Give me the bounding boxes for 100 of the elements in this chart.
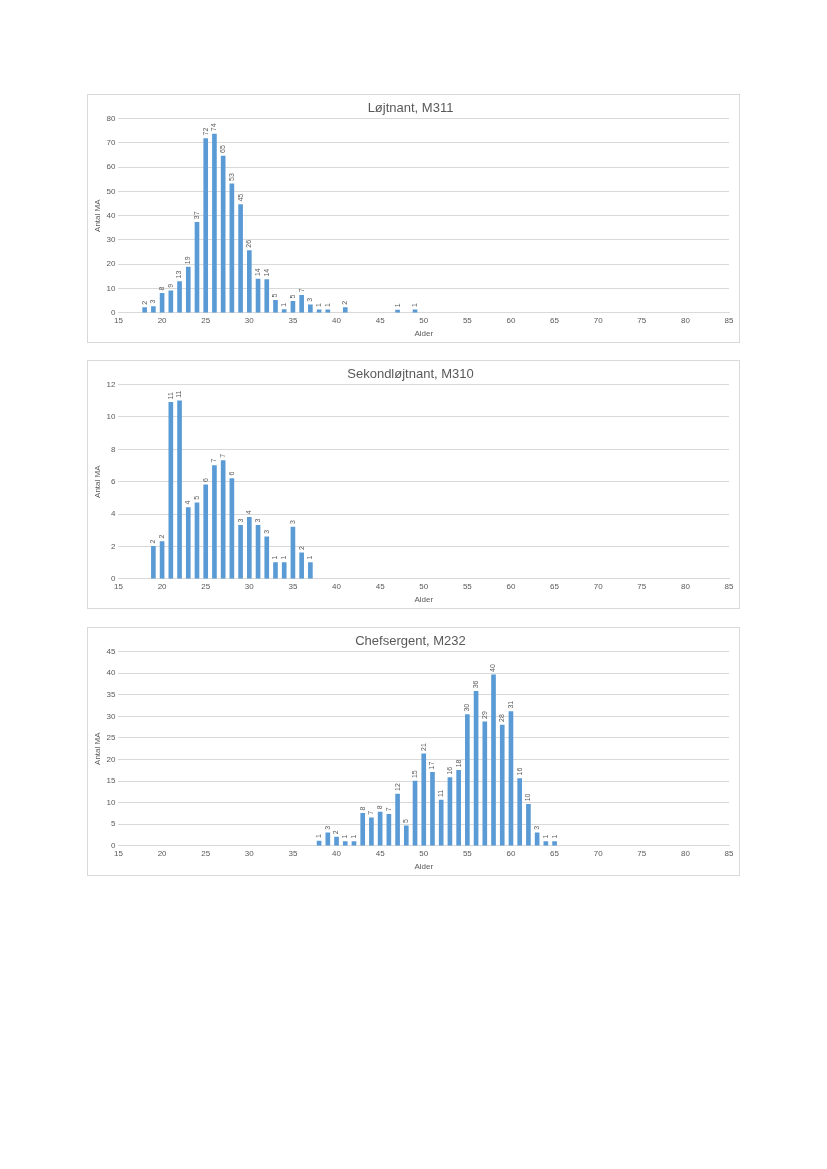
x-tick-label: 65 [550, 581, 560, 591]
x-tick-label: 50 [419, 581, 429, 591]
x-axis-title: Alder [414, 329, 434, 339]
x-tick-label: 40 [332, 848, 342, 858]
y-tick-label: 12 [106, 379, 117, 389]
x-tick-label: 25 [201, 581, 211, 591]
x-tick-label: 30 [244, 581, 255, 591]
y-tick-label: 40 [106, 210, 117, 220]
bar [299, 552, 304, 579]
x-tick-label: 40 [332, 581, 342, 591]
bar [185, 266, 191, 313]
bar [430, 772, 435, 846]
bar [203, 138, 209, 313]
y-tick-label: 50 [106, 186, 117, 196]
bar [212, 465, 217, 579]
y-tick-label: 30 [106, 235, 117, 245]
y-tick-label: 70 [106, 138, 117, 148]
y-tick-label: 0 [111, 574, 117, 583]
y-tick-label: 4 [111, 509, 117, 519]
x-tick-label: 30 [244, 315, 255, 325]
bar [142, 307, 147, 313]
bar [334, 836, 339, 846]
bar [308, 304, 313, 313]
x-tick-label: 70 [593, 581, 604, 591]
x-tick-label: 75 [637, 848, 647, 858]
x-tick-label: 20 [157, 848, 168, 858]
y-tick-label: 10 [106, 797, 117, 807]
y-tick-label: 6 [111, 476, 117, 486]
bar [403, 825, 409, 846]
y-tick-label: 10 [106, 283, 117, 293]
x-tick-label: 70 [593, 315, 604, 325]
bar [281, 562, 287, 579]
bar [273, 562, 278, 579]
y-axis-title: Antal MA [93, 731, 102, 765]
x-tick-label: 20 [157, 581, 168, 591]
bar [482, 721, 488, 846]
x-tick-label: 55 [462, 315, 473, 325]
bar [168, 402, 174, 579]
x-tick-label: 20 [157, 315, 168, 325]
x-tick-label: 50 [419, 315, 429, 325]
y-tick-label: 25 [106, 733, 117, 743]
bar [151, 306, 156, 313]
x-tick-label: 55 [462, 848, 473, 858]
bar [299, 294, 304, 313]
y-tick-label: 8 [111, 444, 117, 454]
y-tick-label: 20 [106, 259, 117, 269]
y-tick-label: 20 [106, 754, 117, 764]
x-tick-label: 85 [724, 315, 734, 325]
bar [342, 841, 348, 846]
bar [499, 724, 505, 846]
bar [185, 507, 191, 579]
x-tick-label: 35 [288, 848, 298, 858]
bar [281, 309, 287, 313]
chart-title: Sekondløjtnant, M310 [347, 366, 474, 382]
x-tick-label: 25 [201, 848, 211, 858]
y-tick-label: 0 [111, 841, 117, 850]
bar [360, 813, 366, 846]
bar [246, 516, 252, 579]
x-tick-label: 65 [550, 848, 560, 858]
bar [526, 804, 531, 846]
x-tick-label: 30 [244, 848, 255, 858]
bar [212, 133, 217, 313]
x-tick-label: 25 [201, 315, 211, 325]
x-tick-label: 60 [506, 315, 516, 325]
y-tick-label: 30 [106, 711, 117, 721]
bar [552, 841, 557, 846]
bar [342, 307, 348, 313]
bar [246, 250, 252, 313]
x-tick-label: 35 [288, 315, 298, 325]
bar [456, 769, 461, 846]
x-tick-label: 75 [637, 581, 647, 591]
chart-title: Chefsergent, M232 [355, 633, 466, 649]
x-tick-label: 50 [419, 848, 429, 858]
bar [238, 525, 243, 579]
x-axis-title: Alder [414, 862, 434, 872]
x-tick-label: 45 [375, 848, 386, 858]
bar [151, 546, 156, 579]
x-tick-label: 45 [375, 581, 386, 591]
x-tick-label: 85 [724, 581, 734, 591]
bar [369, 817, 374, 846]
x-tick-label: 40 [332, 315, 342, 325]
bar [395, 793, 400, 846]
x-tick-label: 80 [680, 848, 691, 858]
y-tick-label: 0 [111, 308, 117, 317]
x-tick-label: 70 [593, 848, 604, 858]
x-tick-label: 80 [680, 315, 691, 325]
x-tick-label: 80 [680, 581, 691, 591]
y-tick-label: 40 [106, 668, 117, 678]
y-tick-label: 2 [111, 541, 117, 551]
bar [177, 281, 182, 313]
x-tick-label: 55 [462, 581, 473, 591]
y-tick-label: 10 [106, 412, 117, 422]
bar [308, 562, 313, 579]
bar [264, 279, 270, 313]
x-tick-label: 45 [375, 315, 386, 325]
bar [491, 674, 496, 846]
bar [273, 300, 278, 313]
y-axis-title: Antal MA [93, 198, 102, 232]
y-axis-title: Antal MA [93, 464, 102, 498]
y-tick-label: 15 [106, 776, 117, 786]
